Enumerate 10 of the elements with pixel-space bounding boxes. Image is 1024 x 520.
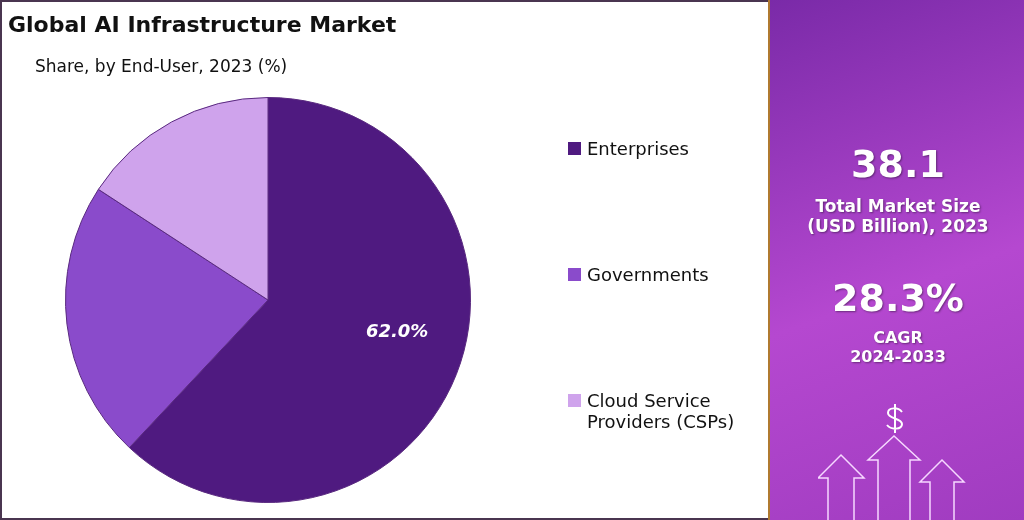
data-label: 62.0% xyxy=(365,319,429,341)
chart-title: Global AI Infrastructure Market xyxy=(8,12,397,37)
text: 28.3% xyxy=(831,276,965,320)
text: 38.1 xyxy=(850,142,946,186)
text: CAGR 2024-2033 xyxy=(849,328,947,366)
legend-label: Cloud Service Providers (CSPs) xyxy=(587,390,736,432)
legend-label: Governments xyxy=(587,264,709,285)
legend-label: Enterprises xyxy=(587,138,689,159)
chart-subtitle: Share, by End-User, 2023 (%) xyxy=(35,56,288,76)
text: Total Market Size (USD Billion), 2023 xyxy=(806,196,990,236)
